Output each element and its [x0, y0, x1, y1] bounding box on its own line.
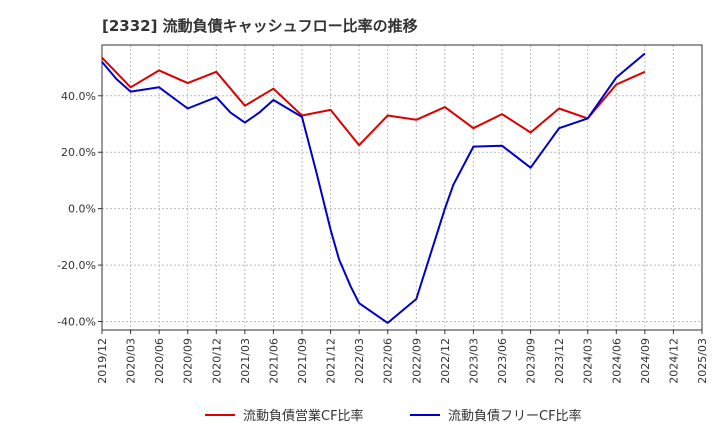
- chart-title: [2332] 流動負債キャッシュフロー比率の推移: [102, 17, 418, 35]
- legend: 流動負債営業CF比率 流動負債フリーCF比率: [205, 408, 582, 424]
- grid: [101, 45, 703, 330]
- x-tick-label: 2022/12: [439, 338, 452, 384]
- plot-area: [101, 44, 703, 331]
- x-tick-label: 2023/03: [467, 338, 480, 384]
- series-lines: [101, 52, 646, 324]
- x-tick-label: 2024/09: [639, 338, 652, 384]
- legend-label-1: 流動負債フリーCF比率: [448, 408, 582, 424]
- x-tick-label: 2020/09: [182, 338, 195, 384]
- x-tick-label: 2019/12: [96, 338, 109, 384]
- x-tick-label: 2024/12: [667, 338, 680, 384]
- x-tick-label: 2022/03: [353, 338, 366, 384]
- x-tick-label: 2023/12: [553, 338, 566, 384]
- x-tick-label: 2022/09: [410, 338, 423, 384]
- x-tick-label: 2021/09: [296, 338, 309, 384]
- x-tick-label: 2024/06: [610, 338, 623, 384]
- y-axis: -40.0% -20.0% 0.0% 20.0% 40.0%: [57, 90, 102, 329]
- x-tick-label: 2021/12: [325, 338, 338, 384]
- y-tick-label: -40.0%: [57, 316, 96, 329]
- x-tick-label: 2021/03: [239, 338, 252, 384]
- x-tick-label: 2020/06: [153, 338, 166, 384]
- x-tick-label: 2020/12: [210, 338, 223, 384]
- x-tick-label: 2020/03: [125, 338, 138, 384]
- series-line-0: [101, 57, 646, 147]
- legend-label-0: 流動負債営業CF比率: [243, 408, 364, 424]
- x-tick-label: 2024/03: [582, 338, 595, 384]
- x-tick-label: 2023/06: [496, 338, 509, 384]
- y-tick-label: -20.0%: [57, 259, 96, 272]
- series-line-1: [101, 52, 646, 324]
- y-tick-label: 40.0%: [61, 90, 96, 103]
- x-tick-label: 2022/06: [382, 338, 395, 384]
- x-axis: 2019/12 2020/03 2020/06 2020/09 2020/12 2021/…: [96, 330, 709, 384]
- x-tick-label: 2025/03: [696, 338, 709, 384]
- y-tick-label: 20.0%: [61, 146, 96, 159]
- x-tick-label: 2021/06: [267, 338, 280, 384]
- y-tick-label: 0.0%: [68, 203, 96, 216]
- x-tick-label: 2023/09: [525, 338, 538, 384]
